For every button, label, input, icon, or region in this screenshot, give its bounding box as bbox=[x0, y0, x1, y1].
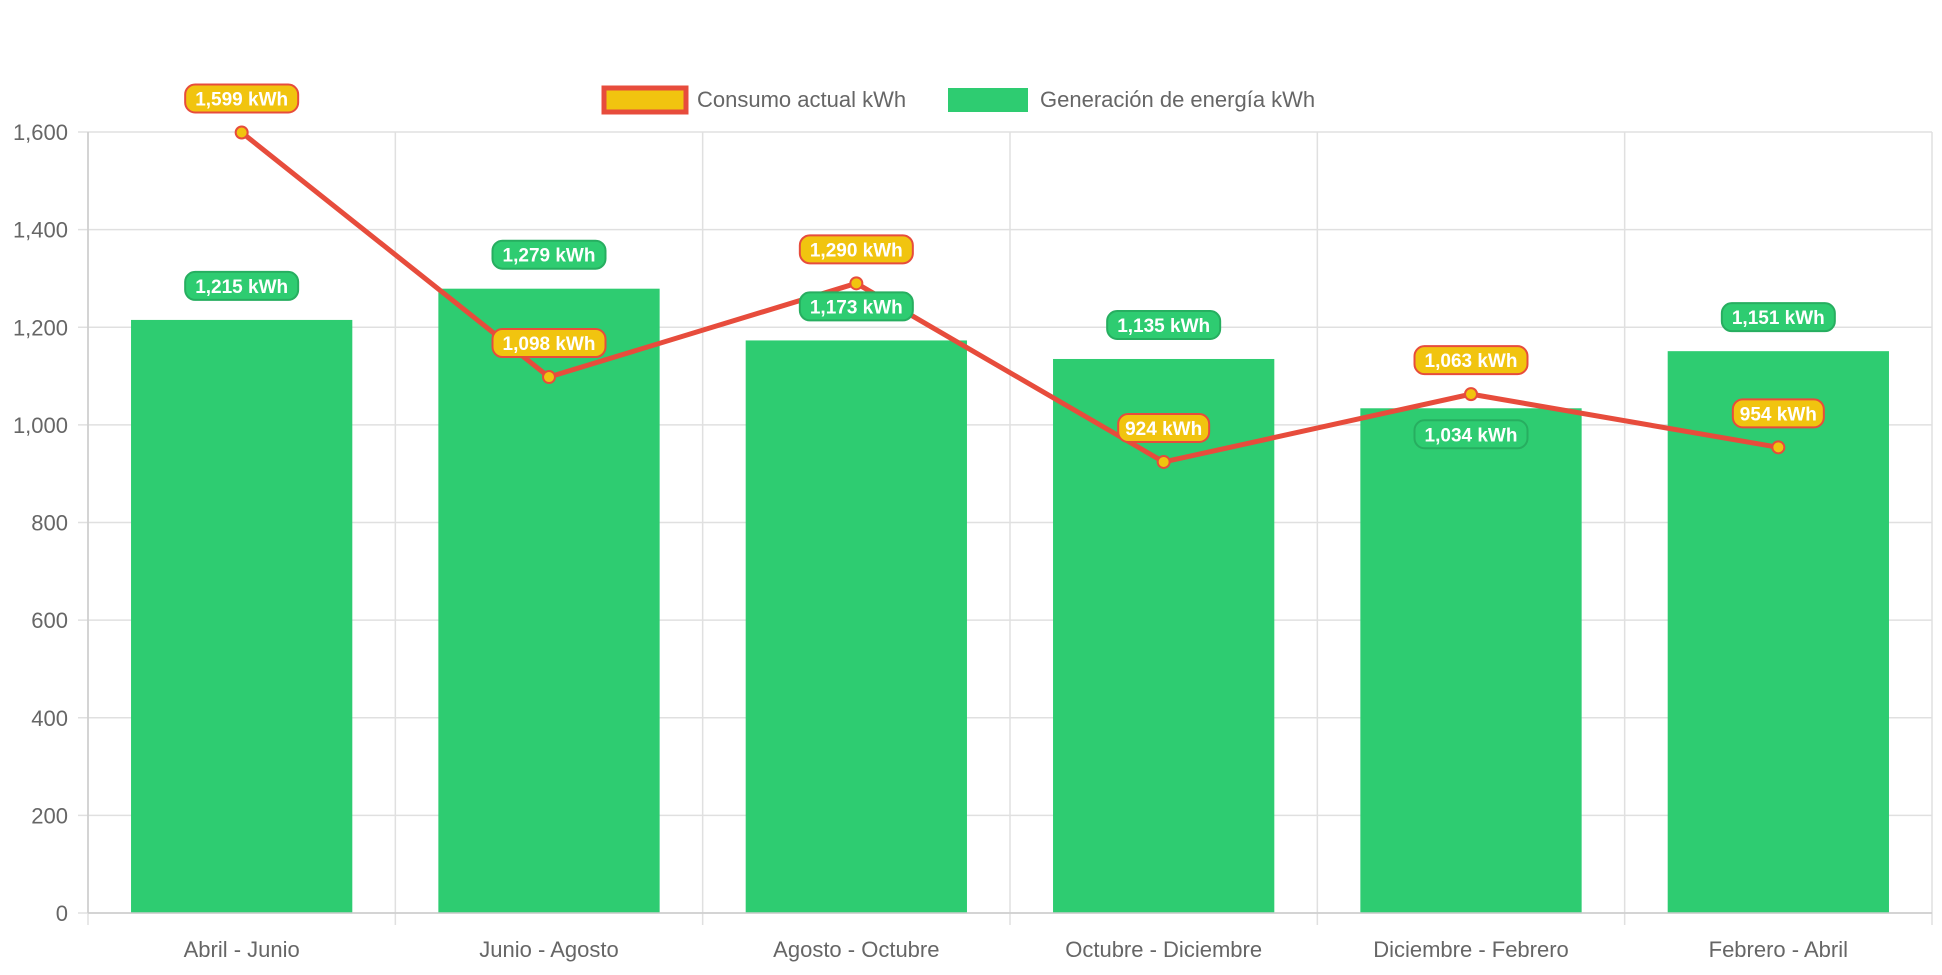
data-label-generacion-bg bbox=[798, 291, 914, 322]
data-label-generacion-text: 1,279 kWh bbox=[503, 246, 596, 267]
data-label-consumo: 1,063 kWh bbox=[1413, 345, 1529, 376]
data-label-consumo-bg bbox=[491, 328, 607, 359]
bar-generacion bbox=[1053, 358, 1275, 913]
data-label-consumo-bg bbox=[1413, 345, 1529, 376]
point-consumo bbox=[1771, 440, 1786, 455]
legend-swatch-generacion bbox=[948, 88, 1028, 112]
y-tick-label: 1,600 bbox=[13, 120, 68, 145]
y-tick-label: 400 bbox=[31, 706, 68, 731]
x-tick-label: Agosto - Octubre bbox=[773, 937, 939, 962]
data-label-generacion-text: 1,215 kWh bbox=[195, 277, 288, 298]
point-consumo bbox=[849, 276, 864, 291]
x-tick-label: Abril - Junio bbox=[184, 937, 300, 962]
x-tick-label: Octubre - Diciembre bbox=[1065, 937, 1262, 962]
data-label-consumo-text: 954 kWh bbox=[1740, 404, 1817, 425]
data-label-consumo: 924 kWh bbox=[1117, 412, 1211, 443]
legend-swatch-consumo bbox=[601, 85, 689, 115]
point-consumo bbox=[542, 370, 556, 385]
data-label-consumo-bg bbox=[798, 234, 914, 265]
data-label-consumo-bg bbox=[184, 83, 300, 114]
data-label-generacion-bg bbox=[184, 270, 300, 301]
data-label-generacion: 1,135 kWh bbox=[1106, 309, 1222, 340]
data-label-generacion-bg bbox=[491, 239, 607, 270]
data-label-consumo-text: 1,063 kWh bbox=[1425, 351, 1518, 372]
legend-item-generacion[interactable]: Generación de energía kWh bbox=[948, 87, 1315, 112]
bar-generacion bbox=[438, 288, 660, 913]
data-label-generacion: 1,034 kWh bbox=[1413, 419, 1529, 450]
y-tick-label: 1,000 bbox=[13, 413, 68, 438]
data-label-generacion: 1,215 kWh bbox=[184, 270, 300, 301]
data-label-consumo-text: 1,599 kWh bbox=[195, 89, 288, 110]
data-label-generacion-bg bbox=[1106, 309, 1222, 340]
data-label-consumo-text: 924 kWh bbox=[1125, 419, 1202, 440]
data-label-generacion: 1,151 kWh bbox=[1720, 302, 1836, 333]
legend-label-generacion: Generación de energía kWh bbox=[1040, 87, 1315, 112]
x-tick-label: Febrero - Abril bbox=[1709, 937, 1848, 962]
data-label-generacion: 1,279 kWh bbox=[491, 239, 607, 270]
data-label-generacion: 1,173 kWh bbox=[798, 291, 914, 322]
y-tick-label: 600 bbox=[31, 608, 68, 633]
legend-label-consumo: Consumo actual kWh bbox=[697, 87, 906, 112]
data-label-consumo: 1,098 kWh bbox=[491, 328, 607, 359]
bar-generacion bbox=[1360, 408, 1582, 913]
y-tick-label: 1,200 bbox=[13, 315, 68, 340]
data-label-generacion-bg bbox=[1720, 302, 1836, 333]
data-label-consumo-text: 1,098 kWh bbox=[503, 334, 596, 355]
bar-generacion bbox=[131, 319, 353, 914]
y-tick-label: 200 bbox=[31, 803, 68, 828]
point-consumo bbox=[234, 125, 249, 140]
legend: Consumo actual kWh Generación de energía… bbox=[601, 85, 1315, 115]
x-tick-label: Junio - Agosto bbox=[479, 937, 618, 962]
data-label-consumo-text: 1,290 kWh bbox=[810, 240, 903, 261]
data-label-generacion-text: 1,151 kWh bbox=[1732, 308, 1825, 329]
data-labels: 1,215 kWh 1,279 kWh 1,173 kWh 1,135 kWh 1,03… bbox=[184, 83, 1836, 450]
bar-generacion bbox=[745, 340, 967, 913]
x-tick-label: Diciembre - Febrero bbox=[1373, 937, 1569, 962]
point-consumo bbox=[1464, 387, 1478, 402]
data-label-consumo: 1,290 kWh bbox=[798, 234, 914, 265]
data-label-consumo: 954 kWh bbox=[1731, 398, 1825, 429]
data-label-consumo: 1,599 kWh bbox=[184, 83, 300, 114]
data-label-consumo-bg bbox=[1731, 398, 1825, 429]
data-label-generacion-text: 1,034 kWh bbox=[1425, 425, 1518, 446]
y-tick-label: 0 bbox=[56, 901, 68, 926]
y-tick-label: 800 bbox=[31, 511, 68, 536]
data-label-generacion-bg bbox=[1413, 419, 1529, 450]
legend-item-consumo[interactable]: Consumo actual kWh bbox=[601, 85, 906, 115]
axes: 0 200 400 600 800 1,000 1,200 1,400 1,600 Abril -… bbox=[13, 120, 1932, 962]
bar-series bbox=[131, 288, 1889, 914]
data-label-generacion-text: 1,135 kWh bbox=[1117, 316, 1210, 337]
grid bbox=[78, 131, 1933, 925]
y-tick-label: 1,400 bbox=[13, 218, 68, 243]
data-label-generacion-text: 1,173 kWh bbox=[810, 297, 903, 318]
data-label-consumo-bg bbox=[1117, 412, 1211, 443]
point-consumo bbox=[1156, 454, 1171, 469]
